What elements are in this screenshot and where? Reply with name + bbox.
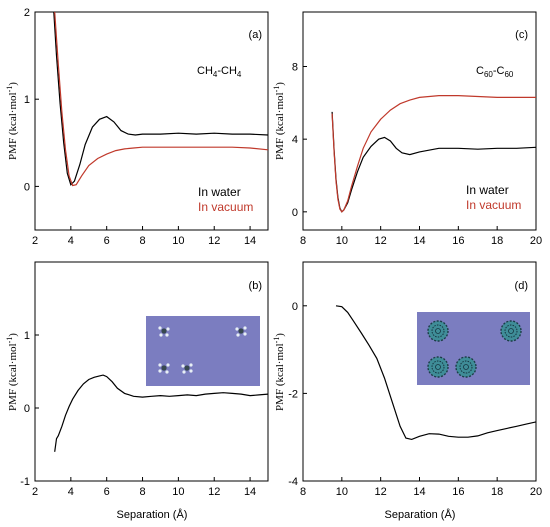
panel-a-ytick-label: 0 <box>24 181 30 193</box>
panel-d-xtick-label: 14 <box>413 486 425 498</box>
panel-a-xtick-label: 12 <box>208 235 220 247</box>
panel-b-inset-background <box>146 316 260 386</box>
panel-c-xtick-label: 18 <box>491 235 503 247</box>
panel-a-legend-vacuum: In vacuum <box>198 200 253 214</box>
panel-d-ylabel: PMF (kcal·mol-1) <box>272 333 286 411</box>
panel-a-xtick-label: 8 <box>139 235 145 247</box>
panel-a-gridless-axes <box>34 11 269 231</box>
panel-c-ytick-label: 4 <box>292 134 298 146</box>
panel-a-frame <box>34 11 269 231</box>
panel-b-ytick-label: -1 <box>20 476 30 488</box>
panel-d-xtick-label: 20 <box>530 486 542 498</box>
panel-c-title: C60-C60 <box>476 65 514 79</box>
panel-b: 2 4 6 8 10 12 14 -1 0 1 (b) PMF (kcal·mol-1) Sepa… <box>5 261 269 521</box>
panel-d-ytick-label: -4 <box>288 476 298 488</box>
panel-a-series-in-water-line <box>53 12 268 186</box>
panel-d-inset <box>417 312 530 385</box>
panel-b-ytick-label: 1 <box>24 330 30 342</box>
panel-c-xtick-label: 10 <box>336 235 348 247</box>
panel-b-series-pmf-line <box>54 374 268 452</box>
panel-a-ylabel: PMF (kcal·mol-1) <box>5 82 19 160</box>
panel-d-label: (d) <box>515 280 528 292</box>
panel-b-ytick-label: 0 <box>24 403 30 415</box>
panel-c-xtick-label: 12 <box>375 235 387 247</box>
panel-a-xtick-label: 14 <box>244 235 256 247</box>
panel-a-legend-water: In water <box>198 185 241 199</box>
panel-d-xtick-label: 8 <box>300 486 306 498</box>
fullerene-molecule-icon <box>427 320 449 342</box>
panel-d: 8 10 12 14 16 18 20-4-20 (d) PMF (kcal·mol-1) … <box>272 261 542 521</box>
panel-a-ytick-label: 2 <box>24 7 30 19</box>
panel-c: 8 10 12 14 16 18 20 0 4 8 (c) C60-C60 PMF (kcal·m… <box>272 11 542 247</box>
panel-d-xtick-label: 18 <box>491 486 503 498</box>
panel-c-xtick-label: 14 <box>413 235 425 247</box>
fullerene-molecule-icon <box>500 320 522 342</box>
panel-d-series-pmf-line <box>335 305 536 441</box>
methane-molecule-icon <box>158 326 170 337</box>
panel-d-xtick-label: 16 <box>452 486 464 498</box>
panel-c-series-in-vacuum-line <box>331 94 536 213</box>
panel-c-legend-water: In water <box>466 183 509 197</box>
panel-d-ytick-label: 0 <box>292 301 298 313</box>
methane-molecule-icon <box>235 326 247 337</box>
panel-b-xtick-label: 14 <box>244 486 256 498</box>
panel-a-xtick-label: 10 <box>172 235 184 247</box>
panel-b-xtick-label: 8 <box>139 486 145 498</box>
fullerene-molecule-icon <box>455 356 477 378</box>
panel-c-ytick-label: 8 <box>292 62 298 74</box>
panel-a-ytick-label: 1 <box>24 94 30 106</box>
methane-molecule-icon <box>158 363 170 374</box>
panel-d-xtick-label: 10 <box>336 486 348 498</box>
panel-c-ytick-label: 0 <box>292 207 298 219</box>
panel-b-xtick-label: 12 <box>208 486 220 498</box>
panel-b-xtick-label: 10 <box>172 486 184 498</box>
panel-a-label: (a) <box>249 29 262 41</box>
methane-molecule-icon <box>181 363 193 374</box>
panel-c-label: (c) <box>515 29 528 41</box>
panel-a-xtick-label: 2 <box>32 235 38 247</box>
panel-a-xtick-label: 4 <box>68 235 74 247</box>
panel-b-xtick-label: 6 <box>104 486 110 498</box>
panel-b-xtick-label: 2 <box>32 486 38 498</box>
panel-c-ylabel: PMF (kcal·mol-1) <box>272 82 286 160</box>
panel-c-xtick-label: 8 <box>300 235 306 247</box>
panel-a-title: CH4-CH4 <box>197 65 242 79</box>
panel-a-series-in-vacuum-line <box>54 12 268 187</box>
panel-d-xtick-label: 12 <box>375 486 387 498</box>
panel-d-xlabel: Separation (Å) <box>385 508 456 521</box>
panel-b-frame <box>34 261 269 482</box>
panel-d-ytick-label: -2 <box>288 388 298 400</box>
panel-b-xtick-label: 4 <box>68 486 74 498</box>
panel-c-xtick-label: 20 <box>530 235 542 247</box>
panel-b-xlabel: Separation (Å) <box>117 508 188 521</box>
fullerene-molecule-icon <box>427 356 449 378</box>
panel-a-xtick-label: 6 <box>104 235 110 247</box>
panel-b-ylabel: PMF (kcal·mol-1) <box>5 333 19 411</box>
panel-b-inset <box>146 316 260 386</box>
panel-c-xtick-label: 16 <box>452 235 464 247</box>
panel-b-label: (b) <box>249 280 262 292</box>
panel-c-legend-vacuum: In vacuum <box>466 198 521 212</box>
